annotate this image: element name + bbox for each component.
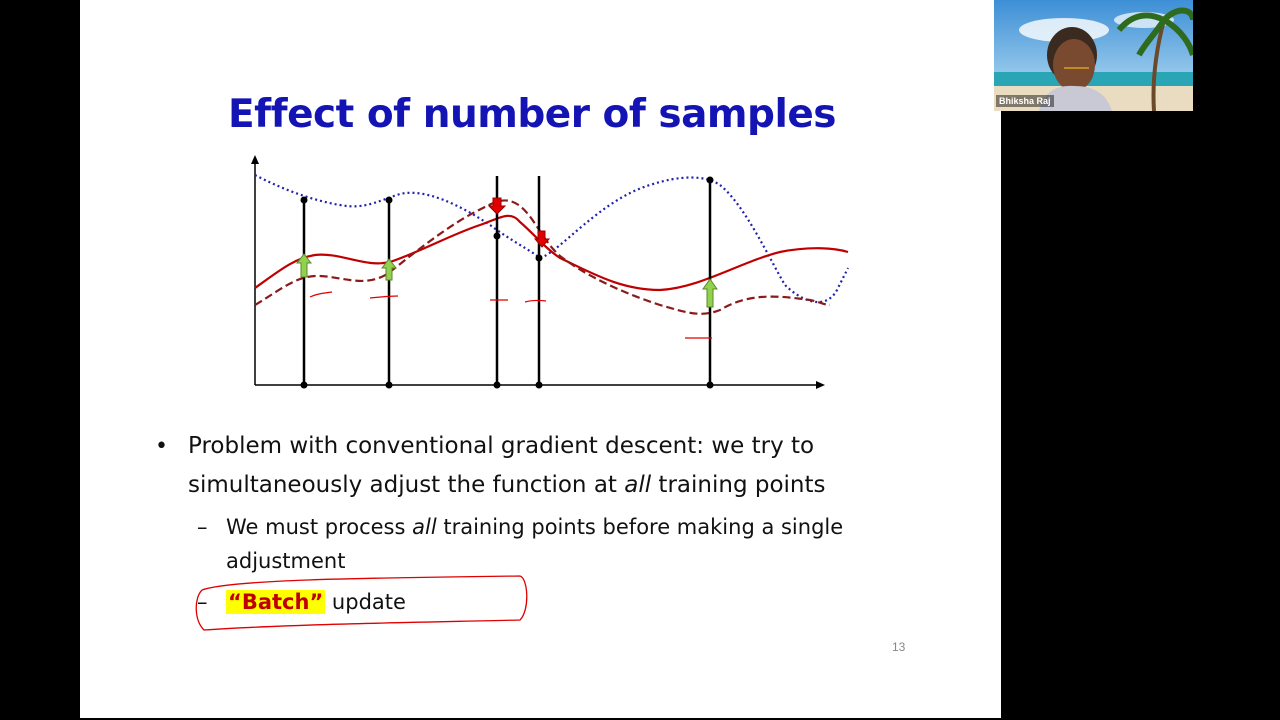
- slide: Effect of number of samples: [80, 0, 1001, 718]
- page-number: 13: [892, 640, 906, 654]
- sub-bullet-batch-update: – “Batch” update: [197, 585, 546, 619]
- sample-base: [493, 381, 501, 389]
- ink-circle: [195, 575, 528, 631]
- dash: –: [197, 515, 208, 539]
- sample-point: [385, 196, 393, 204]
- target-curve: [254, 174, 849, 304]
- sample-base: [300, 381, 308, 389]
- ink-annotations: [309, 291, 712, 339]
- gradient-figure: [251, 155, 849, 389]
- sample-base: [385, 381, 393, 389]
- sample-point: [493, 232, 501, 240]
- green-up-arrow-icon: [380, 258, 398, 281]
- green-up-arrow-icon: [295, 253, 313, 278]
- webcam-thumbnail[interactable]: Bhiksha Raj: [994, 0, 1193, 111]
- estimate-curve: [254, 214, 849, 292]
- x-axis-arrow-icon: [816, 381, 825, 389]
- dash: –: [197, 590, 208, 614]
- batch-highlight: “Batch”: [226, 590, 326, 614]
- slide-title: Effect of number of samples: [228, 92, 837, 137]
- green-up-arrow-icon: [702, 278, 718, 308]
- sample-base: [706, 381, 714, 389]
- sample-point: [535, 254, 543, 262]
- red-down-arrow-icon: [487, 197, 507, 215]
- webcam-video: [994, 0, 1193, 111]
- y-axis-arrow-icon: [251, 155, 259, 164]
- sample-base: [535, 381, 543, 389]
- sample-point: [300, 196, 308, 204]
- bullet-main: • Problem with conventional gradient des…: [155, 427, 928, 505]
- bullet-dot: •: [155, 434, 168, 459]
- participant-name: Bhiksha Raj: [996, 95, 1054, 107]
- alternate-curve: [254, 199, 831, 315]
- red-down-arrow-icon: [533, 230, 551, 248]
- sample-point: [706, 176, 714, 184]
- sub-bullet-process-all: – We must process all training points be…: [197, 510, 926, 578]
